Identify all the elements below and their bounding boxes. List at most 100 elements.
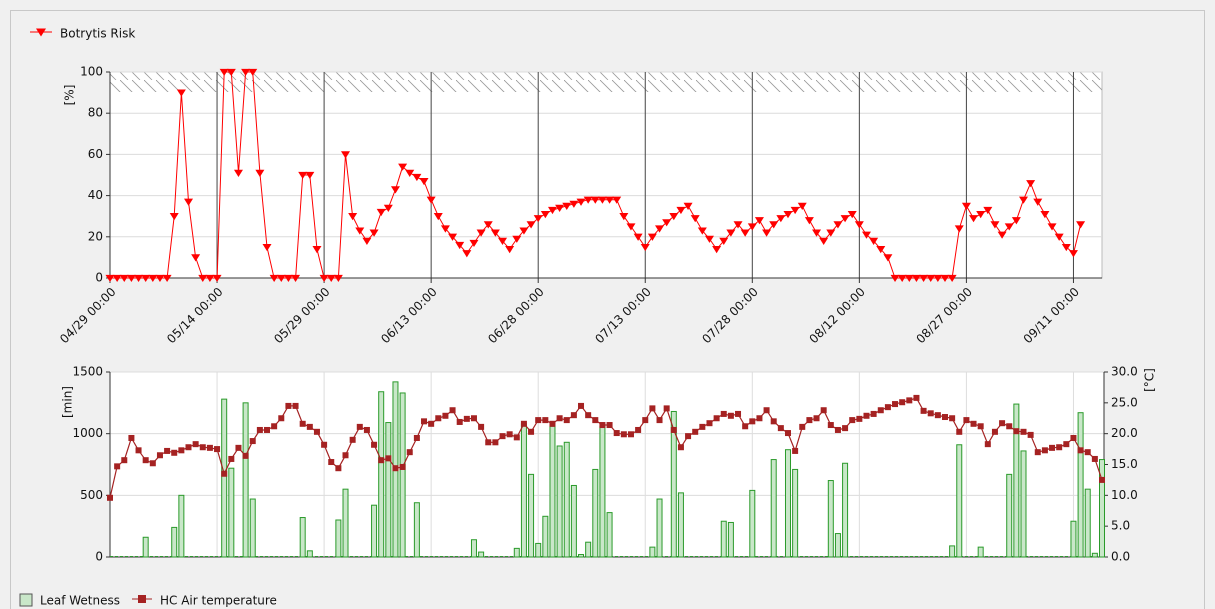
- marker: [770, 418, 777, 425]
- marker: [563, 417, 570, 424]
- marker: [933, 274, 943, 283]
- marker: [520, 420, 527, 427]
- marker: [269, 274, 279, 283]
- marker: [476, 229, 486, 237]
- marker: [927, 410, 934, 417]
- bar: [977, 546, 984, 558]
- bar: [727, 521, 734, 558]
- marker: [221, 470, 228, 477]
- y-tick-label: 1500: [72, 365, 103, 379]
- bar: [592, 468, 599, 558]
- marker: [1049, 444, 1056, 451]
- marker: [356, 423, 363, 430]
- marker: [199, 444, 206, 451]
- marker: [820, 407, 827, 414]
- y-tick-label: 20: [88, 229, 103, 243]
- bar: [677, 492, 684, 558]
- marker: [642, 417, 649, 424]
- marker: [605, 196, 615, 204]
- bar: [470, 539, 477, 558]
- marker: [128, 434, 135, 441]
- bar: [599, 425, 606, 558]
- y2-tick-label: 5.0: [1111, 519, 1130, 533]
- marker: [262, 243, 272, 252]
- marker: [961, 202, 971, 210]
- marker: [276, 274, 286, 283]
- marker: [362, 237, 372, 245]
- y-axis-label: [%]: [63, 85, 77, 106]
- bar: [1084, 488, 1091, 558]
- marker: [405, 169, 415, 177]
- y-tick-label: 80: [88, 106, 103, 120]
- marker: [697, 227, 707, 235]
- marker: [713, 415, 720, 422]
- marker: [597, 196, 607, 204]
- marker: [956, 428, 963, 435]
- y-tick-label: 500: [80, 488, 103, 502]
- marker: [861, 231, 871, 239]
- marker: [433, 213, 443, 221]
- marker: [535, 417, 542, 424]
- marker: [926, 274, 936, 283]
- marker: [1027, 431, 1034, 438]
- marker: [271, 423, 278, 430]
- marker: [1077, 447, 1084, 454]
- marker: [342, 452, 349, 459]
- marker: [990, 221, 1000, 229]
- marker: [792, 447, 799, 454]
- marker: [620, 431, 627, 438]
- marker: [283, 274, 293, 283]
- marker: [219, 68, 229, 77]
- bar: [228, 467, 235, 558]
- marker: [114, 463, 121, 470]
- marker: [676, 206, 686, 215]
- marker: [328, 459, 335, 466]
- marker: [969, 215, 979, 223]
- marker: [135, 447, 142, 454]
- marker: [784, 430, 791, 437]
- marker: [677, 444, 684, 451]
- marker: [578, 402, 585, 409]
- bar: [378, 391, 385, 558]
- marker: [321, 441, 328, 448]
- marker: [421, 418, 428, 425]
- marker: [827, 422, 834, 429]
- marker: [656, 417, 663, 424]
- marker: [685, 433, 692, 440]
- marker: [612, 196, 622, 204]
- bar: [306, 550, 313, 558]
- marker: [298, 171, 308, 180]
- marker: [940, 274, 950, 283]
- marker: [890, 274, 900, 283]
- marker: [371, 441, 378, 448]
- marker: [826, 229, 836, 237]
- marker: [1026, 180, 1036, 188]
- bar: [649, 546, 656, 558]
- marker: [670, 426, 677, 433]
- marker: [156, 452, 163, 459]
- bar: [242, 402, 249, 558]
- marker: [349, 436, 356, 443]
- marker: [919, 274, 929, 283]
- marker: [162, 274, 172, 283]
- legend-marker: [36, 28, 46, 37]
- marker: [806, 417, 813, 424]
- marker: [547, 206, 557, 215]
- legend-label: HC Air temperature: [160, 594, 277, 608]
- marker: [292, 402, 299, 409]
- marker: [255, 169, 265, 177]
- marker: [740, 229, 750, 237]
- marker: [991, 428, 998, 435]
- marker: [440, 225, 450, 233]
- marker: [590, 196, 600, 204]
- marker: [763, 407, 770, 414]
- marker: [735, 410, 742, 417]
- bar: [670, 410, 677, 558]
- bar: [792, 468, 799, 558]
- marker: [212, 274, 222, 283]
- marker: [1076, 221, 1086, 229]
- marker: [533, 215, 543, 223]
- marker: [1061, 243, 1071, 252]
